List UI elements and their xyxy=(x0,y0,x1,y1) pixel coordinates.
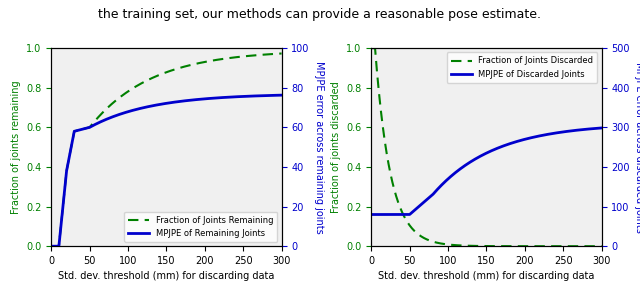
Y-axis label: MPJPE error across discarded joints: MPJPE error across discarded joints xyxy=(634,62,640,233)
Y-axis label: Fraction of joints remaining: Fraction of joints remaining xyxy=(10,80,20,214)
Legend: Fraction of Joints Discarded, MPJPE of Discarded Joints: Fraction of Joints Discarded, MPJPE of D… xyxy=(447,52,597,83)
Legend: Fraction of Joints Remaining, MPJPE of Remaining Joints: Fraction of Joints Remaining, MPJPE of R… xyxy=(124,212,277,242)
Y-axis label: Fraction of joints discarded: Fraction of joints discarded xyxy=(330,81,340,213)
Text: the training set, our methods can provide a reasonable pose estimate.: the training set, our methods can provid… xyxy=(99,8,541,22)
Y-axis label: MPJPE error across remaining joints: MPJPE error across remaining joints xyxy=(314,61,324,233)
X-axis label: Std. dev. threshold (mm) for discarding data
V = 25 MC dropout passes: Std. dev. threshold (mm) for discarding … xyxy=(58,271,275,283)
X-axis label: Std. dev. threshold (mm) for discarding data
V = 25 MC dropout passes: Std. dev. threshold (mm) for discarding … xyxy=(378,271,595,283)
